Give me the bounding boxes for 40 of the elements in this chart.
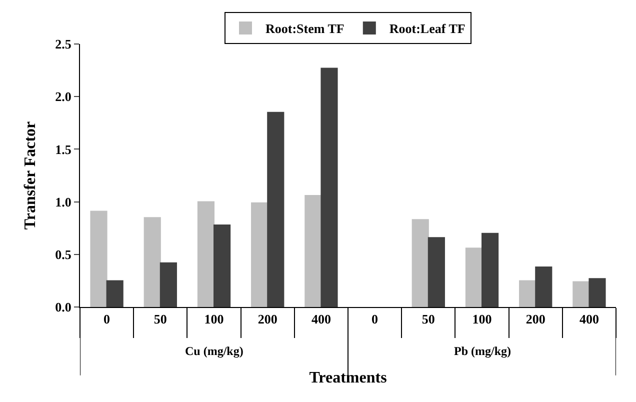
bar <box>519 280 536 307</box>
y-tick-label: 2.5 <box>55 36 72 52</box>
x-tick-label: 50 <box>422 312 435 327</box>
x-tick-label: 400 <box>311 312 331 327</box>
x-tick-label: 100 <box>204 312 224 327</box>
bar <box>428 237 445 307</box>
bar <box>90 210 108 307</box>
bar <box>412 219 429 307</box>
bar <box>482 232 499 307</box>
y-tick-label: 2.0 <box>55 89 72 104</box>
y-axis-title: Transfer Factor <box>22 121 40 230</box>
x-tick-label: 100 <box>472 312 492 327</box>
x-tick-label: 0 <box>104 312 110 327</box>
y-tick-label: 0.5 <box>55 246 72 262</box>
bar <box>251 202 268 307</box>
x-tick-label: 400 <box>579 312 599 327</box>
bar <box>214 224 231 307</box>
bar <box>572 281 590 307</box>
y-tick-label: 1.0 <box>55 194 72 210</box>
text: Cu (mg/kg) <box>185 344 244 358</box>
legend-label: Root:Stem TF <box>266 21 344 36</box>
x-tick-label: 50 <box>154 312 167 327</box>
bar <box>320 68 338 307</box>
bar <box>197 201 214 307</box>
bar <box>465 248 482 307</box>
bar <box>304 194 322 307</box>
bar <box>267 112 284 307</box>
bar <box>535 266 552 307</box>
bar <box>160 262 177 307</box>
legend-label: Root:Leaf TF <box>389 21 466 36</box>
x-tick-label: 200 <box>526 312 546 327</box>
bar <box>106 280 124 307</box>
x-axis-title: Treatments <box>309 369 387 386</box>
x-tick-label: 0 <box>372 312 378 327</box>
x-tick-label: 200 <box>258 312 278 327</box>
bar <box>144 217 161 307</box>
text: Pb (mg/kg) <box>454 344 512 358</box>
y-tick-label: 0.0 <box>55 300 72 315</box>
y-tick-label: 1.5 <box>55 142 72 157</box>
bar <box>588 278 606 307</box>
